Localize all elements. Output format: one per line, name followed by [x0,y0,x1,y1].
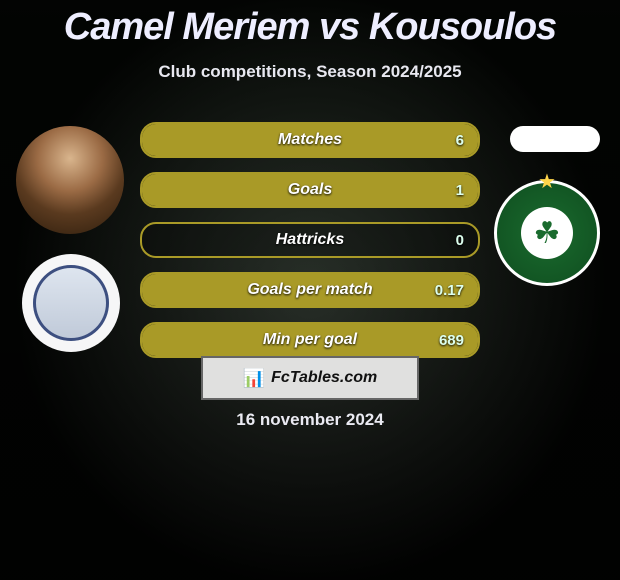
stat-row-hattricks: Hattricks0 [140,222,480,258]
stat-value: 0.17 [435,274,464,306]
fctables-text: FcTables.com [271,369,377,387]
club-left-badge-inner [33,265,109,341]
stats-container: Matches6Goals1Hattricks0Goals per match0… [140,122,480,372]
stat-label: Goals [142,174,478,206]
page-title: Camel Meriem vs Kousoulos [0,6,620,49]
clover-icon: ☘ [521,207,573,259]
stat-value: 6 [456,124,464,156]
stat-label: Matches [142,124,478,156]
club-right-badge: ★ ☘ [494,180,600,286]
chart-icon: 📊 [243,368,265,389]
stat-value: 689 [439,324,464,356]
star-icon: ★ [538,169,556,194]
stat-row-min-per-goal: Min per goal689 [140,322,480,358]
stat-label: Min per goal [142,324,478,356]
stat-value: 0 [456,224,464,256]
stat-label: Hattricks [142,224,478,256]
stat-value: 1 [456,174,464,206]
stat-row-goals-per-match: Goals per match0.17 [140,272,480,308]
player-left-avatar [16,126,124,234]
date-text: 16 november 2024 [0,410,620,430]
fctables-watermark: 📊 FcTables.com [201,356,419,400]
stat-row-matches: Matches6 [140,122,480,158]
stat-label: Goals per match [142,274,478,306]
player-right-avatar [510,126,600,152]
subtitle: Club competitions, Season 2024/2025 [0,62,620,82]
stat-row-goals: Goals1 [140,172,480,208]
club-left-badge [22,254,120,352]
